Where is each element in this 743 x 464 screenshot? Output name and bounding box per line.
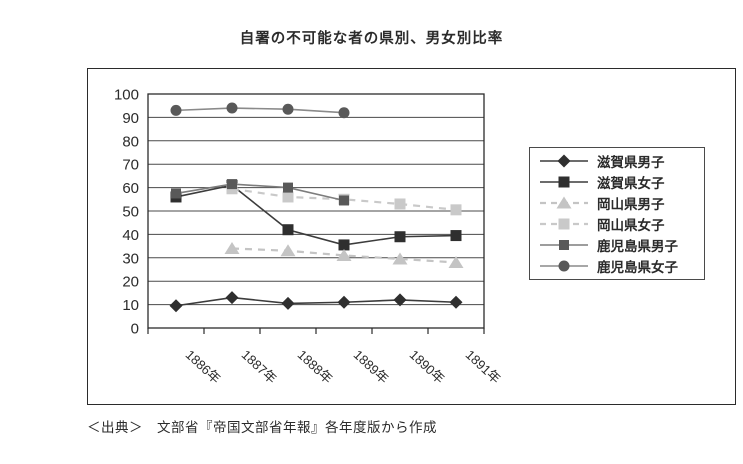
marker-square (338, 239, 350, 251)
marker-diamond (337, 295, 351, 309)
marker-diamond (393, 293, 407, 307)
series-line (175, 107, 345, 114)
marker-triangle (556, 196, 572, 209)
chart-svg: 0 10 20 30 40 50 60 70 80 90 100 1886年 1887年 1888年 188… (114, 87, 504, 387)
legend-label: 鹿児島県女子 (597, 260, 678, 275)
chart-legend: 滋賀県男子滋賀県女子岡山県男子岡山県女子鹿児島県男子 鹿児島県女子 (529, 147, 705, 280)
marker-diamond (449, 295, 463, 309)
y-tick-label: 60 (122, 180, 139, 197)
marker-triangle (336, 248, 352, 261)
marker-square (394, 231, 406, 243)
y-tick-label: 90 (122, 110, 139, 127)
legend-label: 岡山県女子 (597, 218, 665, 233)
marker-square (227, 179, 237, 190)
marker-square (450, 230, 462, 242)
x-tick-label: 1886年 (183, 347, 224, 387)
marker-square (394, 198, 406, 210)
marker-triangle (280, 244, 296, 257)
series-line (231, 247, 457, 264)
legend-item: 岡山県女子 (538, 214, 696, 235)
x-tick-label: 1889年 (351, 347, 392, 387)
x-tick-label: 1890年 (407, 347, 448, 387)
legend-item: 岡山県男子 (538, 193, 696, 214)
marker-circle (338, 107, 350, 119)
y-tick-label: 70 (122, 157, 139, 174)
y-tick-label: 50 (122, 204, 139, 221)
y-tick-label: 100 (114, 87, 139, 104)
legend-sample (540, 260, 588, 272)
marker-circle (226, 102, 238, 114)
y-tick-label: 30 (122, 250, 139, 267)
legend-sample (540, 176, 588, 188)
legend-sample (540, 240, 588, 250)
marker-square (559, 240, 569, 250)
marker-circle (558, 260, 570, 272)
series-line (231, 187, 457, 211)
x-tick-label: 1891年 (463, 347, 504, 387)
legend-item: 滋賀県男子 (538, 151, 696, 172)
series-滋賀県女子 (170, 179, 462, 251)
marker-square (282, 191, 294, 203)
marker-diamond (169, 299, 183, 313)
y-tick-label: 10 (122, 297, 139, 314)
marker-square (339, 195, 349, 206)
series-line (175, 183, 345, 202)
chart-title: 自署の不可能な者の県別、男女別比率 (239, 31, 504, 47)
marker-square (283, 182, 293, 193)
legend-sample (540, 196, 588, 209)
marker-circle (170, 104, 182, 116)
marker-diamond (225, 291, 239, 305)
series-鹿児島県女子 (170, 102, 350, 119)
y-tick-label: 40 (122, 227, 139, 244)
marker-triangle (448, 255, 464, 268)
marker-diamond (557, 154, 571, 168)
marker-triangle (392, 252, 408, 265)
series-line (175, 184, 457, 246)
y-tick-label: 80 (122, 133, 139, 150)
marker-diamond (281, 296, 295, 310)
series-岡山県男子 (224, 241, 464, 268)
marker-square (558, 218, 570, 230)
legend-label: 鹿児島県男子 (597, 239, 678, 254)
series-鹿児島県男子 (171, 179, 349, 206)
x-tick-label: 1888年 (295, 347, 336, 387)
legend-item: 鹿児島県女子 (538, 256, 696, 277)
legend-label: 滋賀県女子 (597, 176, 665, 191)
marker-square (558, 176, 570, 188)
series-line (175, 296, 457, 307)
legend-label: 岡山県男子 (597, 197, 665, 212)
y-tick-label: 0 (131, 321, 139, 338)
marker-square (282, 224, 294, 236)
marker-triangle (224, 241, 240, 254)
marker-square (171, 188, 181, 199)
series-滋賀県男子 (169, 291, 463, 313)
source-caption: ＜出典＞ 文部省『帝国文部省年報』各年度版から作成 (87, 420, 437, 435)
legend-sample (540, 154, 588, 168)
x-tick-label: 1887年 (239, 347, 280, 387)
marker-circle (282, 103, 294, 115)
legend-label: 滋賀県男子 (597, 155, 665, 170)
legend-item: 鹿児島県男子 (538, 235, 696, 256)
marker-square (450, 204, 462, 216)
legend-item: 滋賀県女子 (538, 172, 696, 193)
y-tick-label: 20 (122, 274, 139, 291)
chart-frame: 0 10 20 30 40 50 60 70 80 90 100 1886年 1887年 1888年 188… (87, 68, 736, 405)
legend-sample (540, 218, 588, 230)
